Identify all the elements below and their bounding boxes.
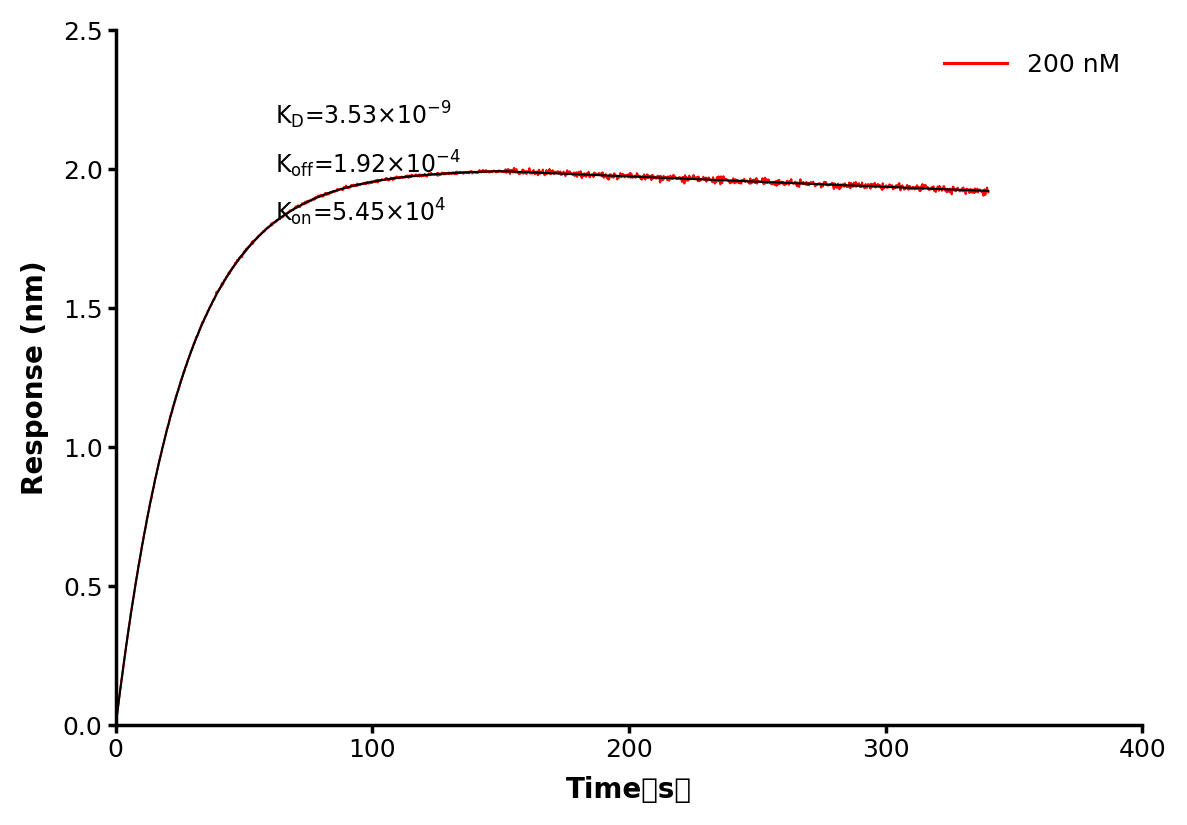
200 nM bbox=[751, 176, 766, 186]
Text: K$_\mathrm{D}$=3.53×10$^{-9}$: K$_\mathrm{D}$=3.53×10$^{-9}$ bbox=[275, 100, 452, 131]
200 nM bbox=[316, 191, 330, 201]
200 nM bbox=[507, 163, 521, 172]
200 nM bbox=[982, 187, 996, 197]
200 nM bbox=[640, 169, 654, 179]
Legend: 200 nM: 200 nM bbox=[934, 43, 1130, 87]
X-axis label: Time（s）: Time（s） bbox=[566, 776, 692, 804]
200 nM bbox=[132, 561, 146, 571]
200 nM bbox=[680, 173, 694, 183]
Y-axis label: Response (nm): Response (nm) bbox=[21, 261, 49, 495]
200 nM bbox=[109, 719, 123, 729]
200 nM bbox=[595, 168, 609, 178]
Text: K$_\mathrm{on}$=5.45×10$^{4}$: K$_\mathrm{on}$=5.45×10$^{4}$ bbox=[275, 197, 446, 229]
Line: 200 nM: 200 nM bbox=[116, 167, 989, 724]
Text: K$_\mathrm{off}$=1.92×10$^{-4}$: K$_\mathrm{off}$=1.92×10$^{-4}$ bbox=[275, 148, 461, 180]
